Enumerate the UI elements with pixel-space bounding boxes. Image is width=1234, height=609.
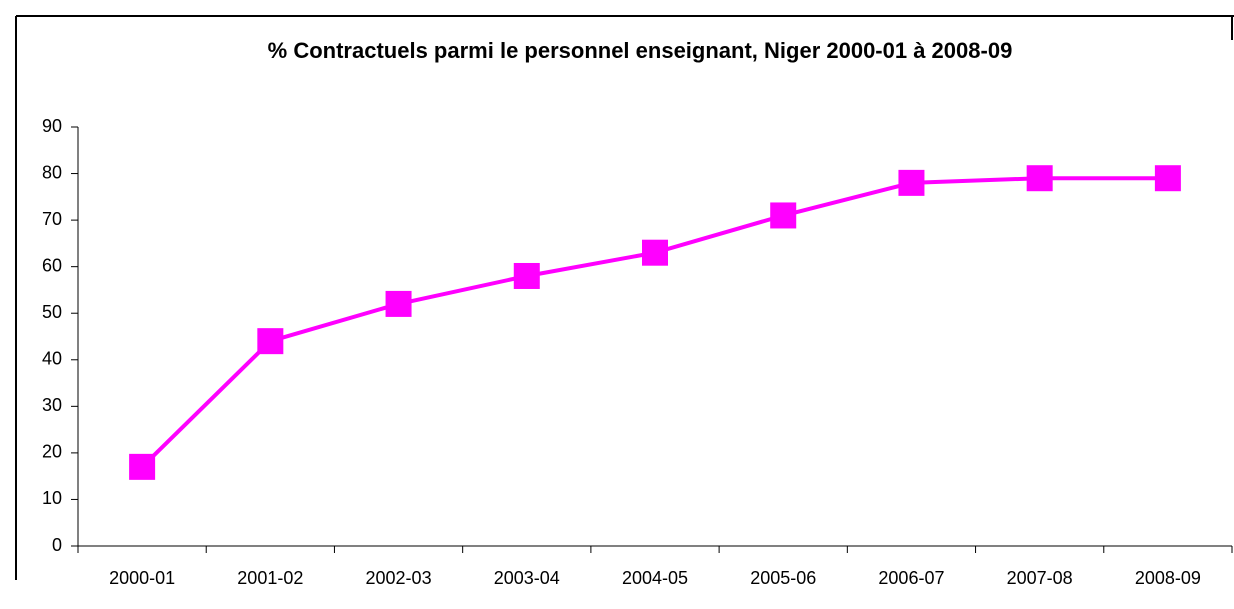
x-tick-label: 2000-01 [109,568,175,588]
y-tick-label: 40 [42,349,62,369]
marker [898,169,925,196]
y-tick-label: 0 [52,535,62,555]
y-tick-label: 70 [42,209,62,229]
y-tick-label: 30 [42,395,62,415]
x-tick-label: 2002-03 [366,568,432,588]
marker [257,328,284,355]
x-tick-label: 2008-09 [1135,568,1201,588]
marker [1154,165,1181,192]
y-tick-label: 50 [42,302,62,322]
y-tick-label: 10 [42,488,62,508]
series-line [140,176,1168,469]
y-tick-label: 90 [42,116,62,136]
y-tick-label: 20 [42,442,62,462]
marker [642,239,668,266]
chart-title: % Contractuels parmi le personnel enseig… [268,38,1013,63]
marker [1026,165,1053,192]
x-tick-label: 2001-02 [237,568,303,588]
marker [129,453,156,480]
x-tick-label: 2006-07 [878,568,944,588]
x-tick-label: 2004-05 [622,568,688,588]
y-tick-label: 60 [42,255,62,275]
x-tick-label: 2007-08 [1007,568,1073,588]
marker [770,202,797,229]
marker [513,262,540,289]
x-tick-label: 2003-04 [494,568,560,588]
x-tick-label: 2005-06 [750,568,816,588]
marker [385,290,412,317]
y-tick-label: 80 [42,162,62,182]
